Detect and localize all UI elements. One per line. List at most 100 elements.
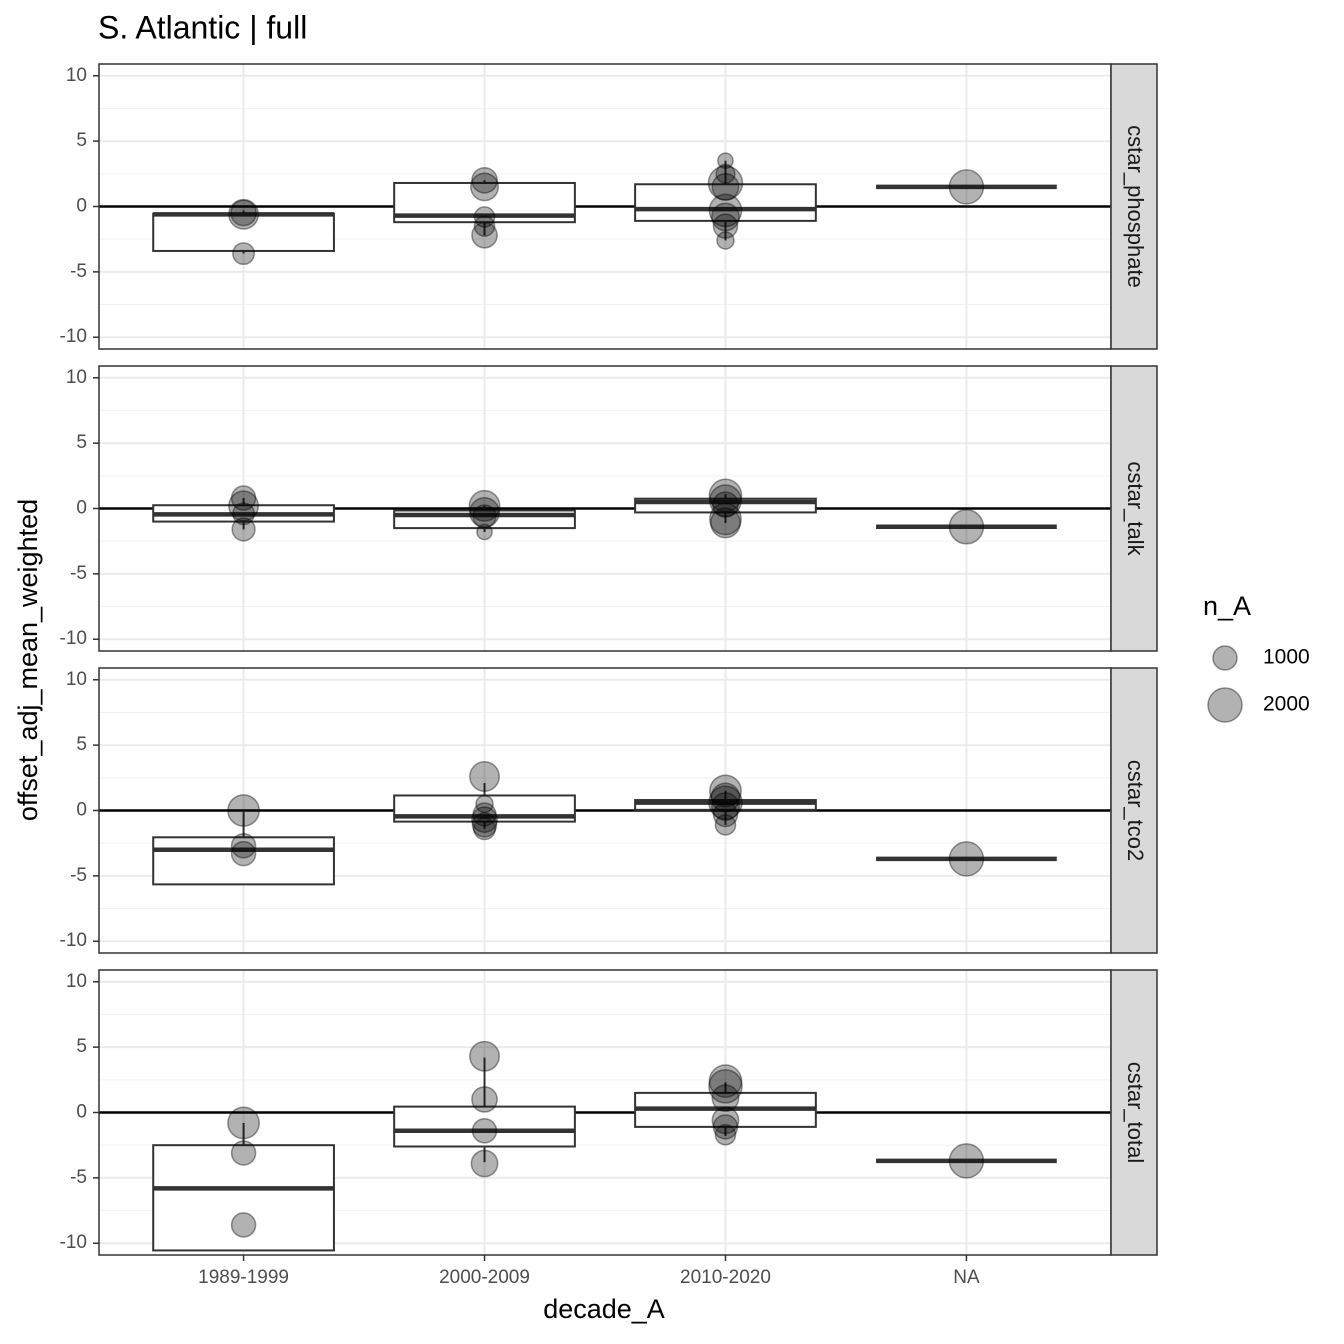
point xyxy=(707,165,744,201)
point xyxy=(712,801,739,828)
point xyxy=(231,517,256,542)
point xyxy=(473,817,497,841)
point xyxy=(472,504,497,529)
point xyxy=(711,172,740,201)
box xyxy=(393,1105,576,1148)
point xyxy=(230,1140,257,1166)
box xyxy=(152,836,335,886)
point xyxy=(711,1106,740,1135)
point xyxy=(230,485,257,511)
strip-label: cstar_total xyxy=(1123,1062,1148,1164)
point xyxy=(475,794,494,814)
point xyxy=(468,489,501,522)
x-axis-title: decade_A xyxy=(543,1294,665,1324)
box xyxy=(152,1144,335,1252)
strip xyxy=(1110,365,1158,652)
y-tick-label: 5 xyxy=(76,734,87,755)
point xyxy=(712,491,739,518)
point xyxy=(709,484,742,518)
point xyxy=(717,152,734,170)
point xyxy=(469,496,500,528)
point xyxy=(708,478,743,513)
y-tick-label: -10 xyxy=(60,326,87,347)
point xyxy=(708,193,743,228)
point xyxy=(476,523,493,541)
point xyxy=(470,172,499,202)
box xyxy=(634,183,817,222)
point xyxy=(709,502,742,536)
y-tick-label: 0 xyxy=(76,196,87,217)
point xyxy=(230,1212,257,1238)
legend-title: n_A xyxy=(1203,591,1251,621)
strip xyxy=(1110,63,1158,350)
legend-label: 2000 xyxy=(1263,693,1310,716)
y-tick-label: -5 xyxy=(70,563,87,584)
x-tick-label: NA xyxy=(953,1267,980,1288)
point xyxy=(471,812,498,838)
point xyxy=(469,1040,500,1072)
point xyxy=(709,774,742,808)
point xyxy=(714,814,737,836)
point xyxy=(714,1123,737,1146)
y-tick-label: -10 xyxy=(60,930,87,951)
point xyxy=(948,841,985,877)
point xyxy=(708,1064,743,1098)
y-tick-label: 10 xyxy=(66,669,87,690)
point xyxy=(230,840,257,867)
y-tick-label: -5 xyxy=(70,1167,87,1188)
point xyxy=(712,1114,739,1140)
y-tick-label: -5 xyxy=(70,261,87,282)
point xyxy=(230,833,257,859)
point xyxy=(948,169,985,205)
y-tick-label: 5 xyxy=(76,1036,87,1057)
strip xyxy=(1110,969,1158,1256)
y-tick-label: 5 xyxy=(76,130,87,151)
point xyxy=(711,792,740,822)
point xyxy=(473,206,496,228)
y-tick-label: 0 xyxy=(76,800,87,821)
y-axis-title: offset_adj_mean_weighted xyxy=(13,499,43,821)
point xyxy=(708,1069,743,1104)
legend-key xyxy=(1212,645,1238,671)
x-tick-label: 1989-1999 xyxy=(198,1267,289,1288)
point xyxy=(230,199,257,227)
point xyxy=(473,215,496,237)
point xyxy=(228,198,260,230)
strip-label: cstar_tco2 xyxy=(1123,760,1148,862)
point xyxy=(711,1084,740,1113)
y-tick-label: 10 xyxy=(66,65,87,86)
box xyxy=(634,799,817,811)
point xyxy=(227,794,260,827)
point xyxy=(471,221,498,249)
y-tick-label: -10 xyxy=(60,628,87,649)
x-tick-label: 2000-2009 xyxy=(439,1267,530,1288)
point xyxy=(472,802,497,827)
strip-label: cstar_phosphate xyxy=(1123,125,1148,288)
strip-label: cstar_talk xyxy=(1123,461,1148,556)
point xyxy=(232,502,256,526)
point xyxy=(227,1106,260,1140)
point xyxy=(710,507,741,539)
y-tick-label: -10 xyxy=(60,1232,87,1253)
point xyxy=(469,761,500,792)
y-tick-label: 5 xyxy=(76,432,87,453)
point xyxy=(948,1143,985,1179)
point xyxy=(711,202,740,232)
point xyxy=(232,242,256,266)
y-tick-label: -5 xyxy=(70,865,87,886)
point xyxy=(470,1149,499,1178)
point xyxy=(471,806,498,834)
point xyxy=(715,163,736,184)
point xyxy=(471,167,498,194)
x-tick-label: 2010-2020 xyxy=(680,1267,771,1288)
chart-title: S. Atlantic | full xyxy=(98,9,307,45)
y-tick-label: 10 xyxy=(66,367,87,388)
point xyxy=(712,213,739,239)
y-tick-label: 0 xyxy=(76,1102,87,1123)
y-tick-label: 10 xyxy=(66,971,87,992)
point xyxy=(471,1086,498,1113)
legend-label: 1000 xyxy=(1263,646,1310,669)
point xyxy=(948,509,985,545)
box xyxy=(152,212,335,252)
